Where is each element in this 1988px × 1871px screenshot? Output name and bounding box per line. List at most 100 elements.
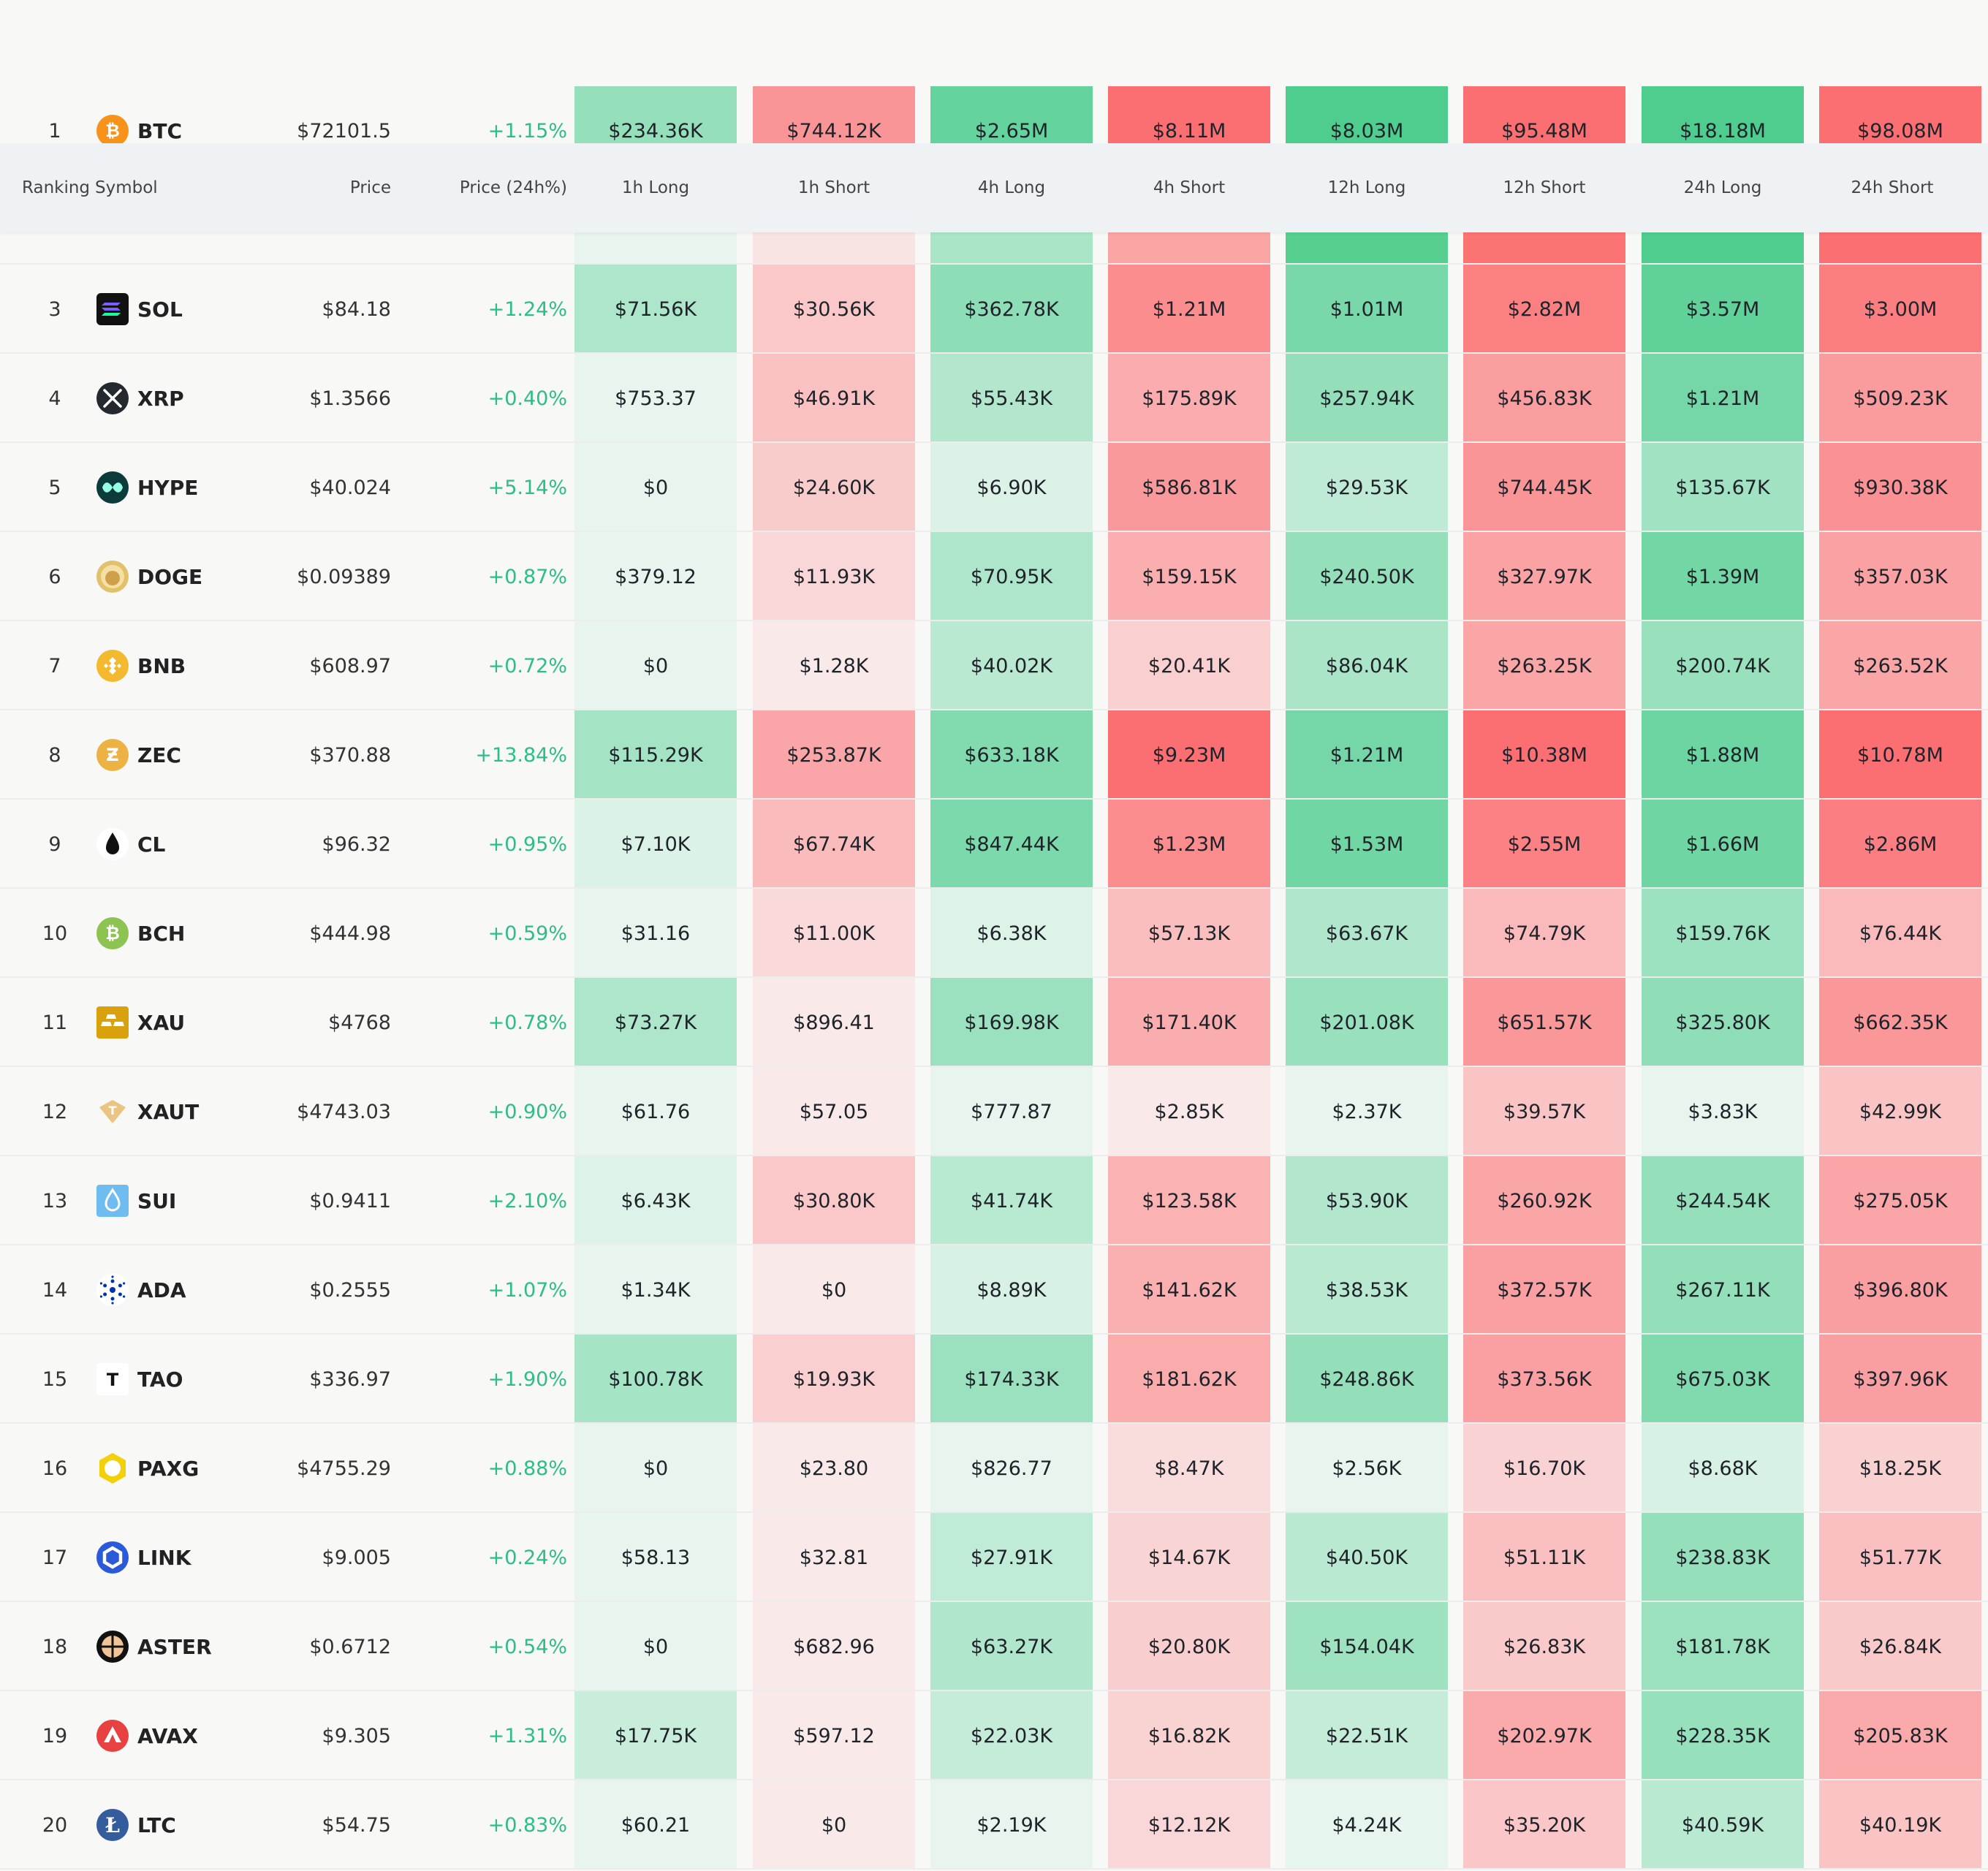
symbol-cell[interactable]: ADA bbox=[95, 1245, 263, 1335]
table-row[interactable]: $0 $682.96 $63.27K $20.80K $154.04K $26.83K $1… bbox=[0, 1602, 1988, 1691]
value-cell-1h-long: $1.34K bbox=[574, 1245, 737, 1335]
value-cell-4h-short: $20.80K bbox=[1108, 1602, 1270, 1691]
symbol-label: HYPE bbox=[137, 475, 199, 500]
col-header-24h-short[interactable]: 24h Short bbox=[1851, 178, 1934, 197]
symbol-label: DOGE bbox=[137, 564, 203, 589]
rank-cell: 11 bbox=[42, 1011, 68, 1034]
symbol-cell[interactable]: XAU bbox=[95, 978, 263, 1067]
value-cell-1h-short: $253.87K bbox=[753, 710, 915, 800]
table-row[interactable]: $0 $24.60K $6.90K $586.81K $29.53K $744.45K $1… bbox=[0, 443, 1988, 532]
table-row[interactable]: $100.78K $19.93K $174.33K $181.62K $248.86K $… bbox=[0, 1335, 1988, 1424]
value-cell-12h-short: $16.70K bbox=[1463, 1424, 1625, 1513]
symbol-cell[interactable]: ₿ BTC bbox=[95, 86, 263, 175]
table-row[interactable]: $0 $23.80 $826.77 $8.47K $2.56K $16.70K $8.68K… bbox=[0, 1424, 1988, 1513]
symbol-cell[interactable]: Ł LTC bbox=[95, 1780, 263, 1870]
value-cell-12h-short: $39.57K bbox=[1463, 1067, 1625, 1156]
col-header-ranking[interactable]: Ranking bbox=[22, 178, 91, 197]
symbol-cell[interactable]: SUI bbox=[95, 1156, 263, 1245]
table-row[interactable]: $6.43K $30.80K $41.74K $123.58K $53.90K $260.… bbox=[0, 1156, 1988, 1245]
col-header-1h-long[interactable]: 1h Long bbox=[621, 178, 690, 197]
value-cell-1h-short: $1.28K bbox=[753, 621, 915, 710]
price-cell: $370.88 bbox=[309, 743, 391, 767]
value-cell-4h-short: $20.41K bbox=[1108, 621, 1270, 710]
value-cell-1h-long: $17.75K bbox=[574, 1691, 737, 1780]
value-cell-4h-long: $847.44K bbox=[930, 800, 1093, 889]
symbol-cell[interactable]: XRP bbox=[95, 354, 263, 443]
price-cell: $72101.5 bbox=[297, 119, 391, 143]
symbol-label: ZEC bbox=[137, 743, 181, 767]
table-row[interactable]: $17.75K $597.12 $22.03K $16.82K $22.51K $202.… bbox=[0, 1691, 1988, 1780]
col-header-12h-short[interactable]: 12h Short bbox=[1503, 178, 1586, 197]
symbol-label: BTC bbox=[137, 118, 182, 143]
rank-cell: 20 bbox=[42, 1813, 68, 1837]
value-cell-4h-long: $174.33K bbox=[930, 1335, 1093, 1424]
table-row[interactable]: $73.27K $896.41 $169.98K $171.40K $201.08K $6… bbox=[0, 978, 1988, 1067]
table-row[interactable]: $58.13 $32.81 $27.91K $14.67K $40.50K $51.11K… bbox=[0, 1513, 1988, 1602]
value-cell-12h-long: $1.21M bbox=[1286, 710, 1448, 800]
rank-cell: 5 bbox=[48, 476, 61, 499]
col-header-price[interactable]: Price bbox=[349, 178, 391, 197]
symbol-cell[interactable]: ₿ BCH bbox=[95, 889, 263, 978]
value-cell-4h-long: $41.74K bbox=[930, 1156, 1093, 1245]
symbol-cell[interactable]: DOGE bbox=[95, 532, 263, 621]
value-cell-4h-long: $6.38K bbox=[930, 889, 1093, 978]
table-row[interactable]: $115.29K $253.87K $633.18K $9.23M $1.21M $10.… bbox=[0, 710, 1988, 800]
value-cell-1h-short: $19.93K bbox=[753, 1335, 915, 1424]
value-cell-1h-long: $115.29K bbox=[574, 710, 737, 800]
value-cell-4h-short: $57.13K bbox=[1108, 889, 1270, 978]
value-cell-4h-short: $16.82K bbox=[1108, 1691, 1270, 1780]
col-header-4h-short[interactable]: 4h Short bbox=[1153, 178, 1226, 197]
change-cell: +13.84% bbox=[475, 743, 567, 767]
symbol-cell[interactable]: CL bbox=[95, 800, 263, 889]
symbol-cell[interactable]: BNB bbox=[95, 621, 263, 710]
value-cell-12h-long: $154.04K bbox=[1286, 1602, 1448, 1691]
aster-icon bbox=[96, 1631, 129, 1663]
value-cell-24h-short: $397.96K bbox=[1819, 1335, 1981, 1424]
symbol-cell[interactable]: T TAO bbox=[95, 1335, 263, 1424]
value-cell-12h-short: $74.79K bbox=[1463, 889, 1625, 978]
table-row[interactable]: $753.37 $46.91K $55.43K $175.89K $257.94K $45… bbox=[0, 354, 1988, 443]
symbol-label: CL bbox=[137, 832, 166, 857]
value-cell-1h-long: $0 bbox=[574, 443, 737, 532]
table-row[interactable]: $7.10K $67.74K $847.44K $1.23M $1.53M $2.55M $… bbox=[0, 800, 1988, 889]
value-cell-12h-short: $327.97K bbox=[1463, 532, 1625, 621]
symbol-cell[interactable]: Ƶ ZEC bbox=[95, 710, 263, 800]
col-header-change[interactable]: Price (24h%) bbox=[459, 178, 567, 197]
table-row[interactable]: $31.16 $11.00K $6.38K $57.13K $63.67K $74.79K… bbox=[0, 889, 1988, 978]
table-row[interactable]: $0 $1.28K $40.02K $20.41K $86.04K $263.25K $20… bbox=[0, 621, 1988, 710]
symbol-cell[interactable]: AVAX bbox=[95, 1691, 263, 1780]
table-row[interactable]: $60.21 $0 $2.19K $12.12K $4.24K $35.20K $40.59… bbox=[0, 1780, 1988, 1870]
value-cell-4h-long: $2.19K bbox=[930, 1780, 1093, 1870]
value-cell-24h-long: $135.67K bbox=[1642, 443, 1804, 532]
symbol-label: SOL bbox=[137, 297, 183, 322]
table-row[interactable]: $71.56K $30.56K $362.78K $1.21M $1.01M $2.82M… bbox=[0, 265, 1988, 354]
symbol-cell[interactable]: LINK bbox=[95, 1513, 263, 1602]
change-cell: +0.78% bbox=[487, 1011, 567, 1034]
price-cell: $9.005 bbox=[322, 1546, 391, 1569]
symbol-cell[interactable]: ASTER bbox=[95, 1602, 263, 1691]
value-cell-4h-long: $362.78K bbox=[930, 265, 1093, 354]
col-header-24h-long[interactable]: 24h Long bbox=[1683, 178, 1762, 197]
value-cell-24h-long: $675.03K bbox=[1642, 1335, 1804, 1424]
col-header-1h-short[interactable]: 1h Short bbox=[797, 178, 870, 197]
symbol-cell[interactable]: SOL bbox=[95, 265, 263, 354]
rank-cell: 17 bbox=[42, 1546, 68, 1569]
col-header-symbol[interactable]: Symbol bbox=[95, 178, 158, 197]
change-cell: +0.59% bbox=[487, 922, 567, 945]
table-row[interactable]: $379.12 $11.93K $70.95K $159.15K $240.50K $32… bbox=[0, 532, 1988, 621]
value-cell-4h-long: $63.27K bbox=[930, 1602, 1093, 1691]
price-cell: $444.98 bbox=[309, 922, 391, 945]
value-cell-12h-long: $38.53K bbox=[1286, 1245, 1448, 1335]
symbol-cell[interactable]: PAXG bbox=[95, 1424, 263, 1513]
value-cell-4h-short: $1.23M bbox=[1108, 800, 1270, 889]
value-cell-24h-long: $3.57M bbox=[1642, 265, 1804, 354]
symbol-cell[interactable]: HYPE bbox=[95, 443, 263, 532]
table-row[interactable]: $1.34K $0 $8.89K $141.62K $38.53K $372.57K $26… bbox=[0, 1245, 1988, 1335]
col-header-4h-long[interactable]: 4h Long bbox=[977, 178, 1046, 197]
value-cell-12h-short: $744.45K bbox=[1463, 443, 1625, 532]
value-cell-24h-short: $263.52K bbox=[1819, 621, 1981, 710]
symbol-label: PAXG bbox=[137, 1456, 200, 1481]
table-row[interactable]: $61.76 $57.05 $777.87 $2.85K $2.37K $39.57K $3… bbox=[0, 1067, 1988, 1156]
symbol-cell[interactable]: T XAUT bbox=[95, 1067, 263, 1156]
col-header-12h-long[interactable]: 12h Long bbox=[1327, 178, 1406, 197]
